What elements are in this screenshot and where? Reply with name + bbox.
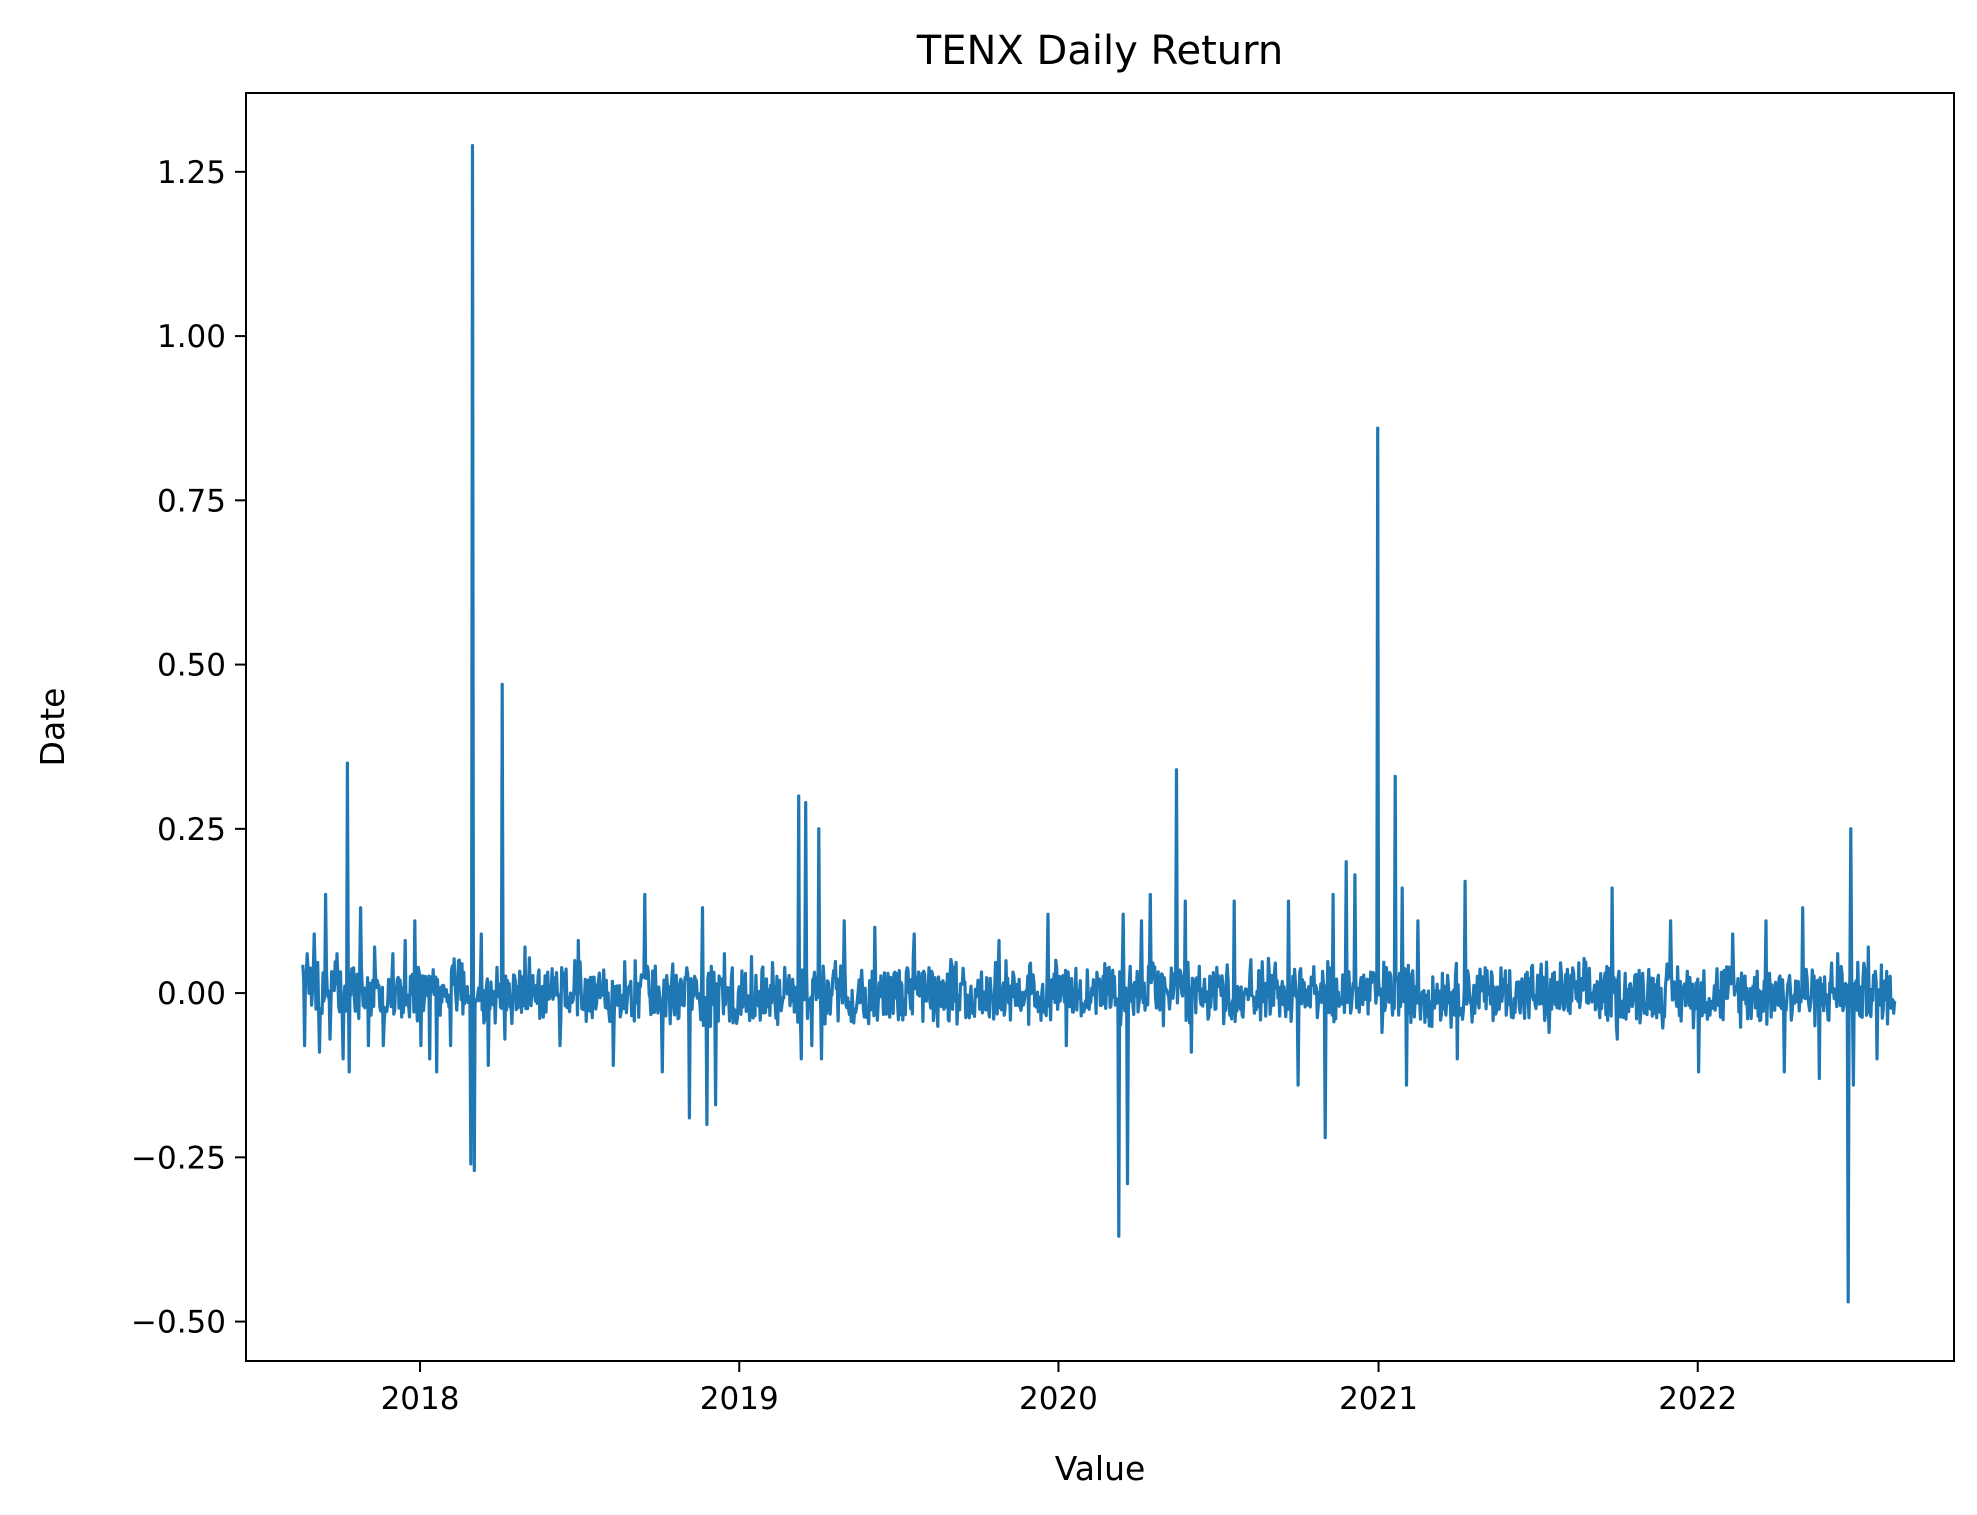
y-tick-label: 0.50 [157,648,226,684]
chart-title: TENX Daily Return [916,28,1283,74]
x-tick-label: 2019 [700,1381,779,1417]
y-tick-label: 0.25 [157,812,226,848]
x-tick-label: 2020 [1019,1381,1098,1417]
x-tick-label: 2018 [381,1381,460,1417]
y-tick-label: −0.25 [131,1140,226,1176]
y-axis: −0.50 −0.25 0.00 0.25 0.50 0.75 1.00 1.25 [131,155,246,1341]
x-axis: 2018 2019 2020 2021 2022 [381,1361,1737,1417]
y-tick-label: 0.00 [157,976,226,1012]
series-line [301,144,1897,1304]
x-tick-label: 2021 [1339,1381,1418,1417]
plot-frame [245,92,1955,1362]
y-tick-label: −0.50 [131,1305,226,1341]
x-tick-label: 2022 [1658,1381,1737,1417]
y-tick-label: 0.75 [157,483,226,519]
y-axis-label: Date [33,688,72,767]
series-layer [301,144,1897,1304]
y-tick-label: 1.25 [157,155,226,191]
x-axis-label: Value [1055,1449,1146,1488]
y-tick-label: 1.00 [157,319,226,355]
